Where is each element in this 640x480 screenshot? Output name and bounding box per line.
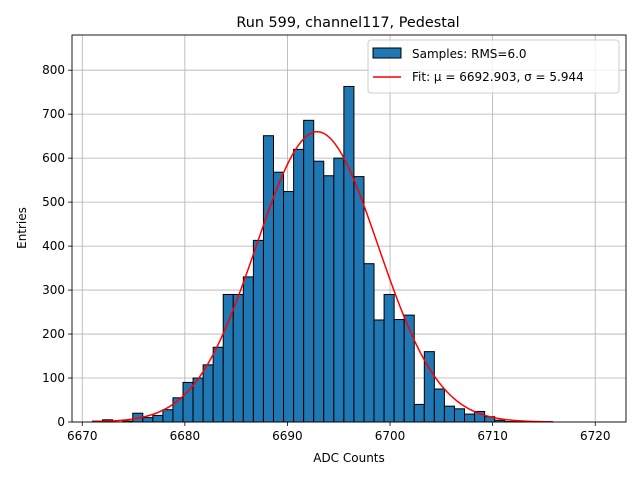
histogram-bars bbox=[92, 85, 546, 423]
histogram-bar bbox=[152, 414, 164, 423]
y-tick-label: 300 bbox=[42, 283, 65, 297]
histogram-bar bbox=[343, 85, 355, 423]
histogram-bar bbox=[403, 314, 415, 423]
histogram-bar bbox=[162, 409, 174, 423]
y-axis-ticks: 0 100 200 300 400 500 600 700 800 bbox=[42, 63, 72, 429]
histogram-bar bbox=[202, 364, 214, 423]
y-tick-label: 0 bbox=[57, 415, 65, 429]
histogram-bar bbox=[433, 388, 445, 423]
histogram-bar bbox=[283, 191, 295, 423]
histogram-bar bbox=[353, 176, 365, 423]
x-tick-label: 6710 bbox=[477, 429, 508, 443]
y-tick-label: 100 bbox=[42, 371, 65, 385]
histogram-bar bbox=[293, 148, 305, 423]
legend-samples-label: Samples: RMS=6.0 bbox=[412, 47, 527, 61]
histogram-bar bbox=[383, 293, 395, 423]
y-tick-label: 200 bbox=[42, 327, 65, 341]
legend: Samples: RMS=6.0 Fit: μ = 6692.903, σ = … bbox=[367, 39, 620, 94]
histogram-bar bbox=[464, 413, 476, 423]
histogram-bar bbox=[333, 157, 345, 423]
y-tick-label: 400 bbox=[42, 239, 65, 253]
chart-title: Run 599, channel117, Pedestal bbox=[236, 15, 459, 31]
legend-box bbox=[367, 39, 620, 94]
histogram-bar bbox=[453, 408, 466, 423]
y-tick-label: 700 bbox=[42, 107, 65, 121]
x-tick-label: 6690 bbox=[272, 429, 303, 443]
histogram-bar bbox=[323, 175, 335, 423]
histogram-bar bbox=[303, 119, 315, 423]
x-tick-label: 6680 bbox=[170, 429, 201, 443]
histogram-bar bbox=[212, 346, 224, 423]
legend-fit-label: Fit: μ = 6692.903, σ = 5.944 bbox=[412, 70, 584, 84]
histogram-bar bbox=[142, 417, 154, 423]
histogram-bar bbox=[252, 239, 264, 423]
fit-curve-layer bbox=[92, 130, 554, 423]
gaussian-fit-curve bbox=[92, 130, 554, 423]
x-tick-label: 6720 bbox=[580, 429, 611, 443]
y-tick-label: 600 bbox=[42, 151, 65, 165]
x-axis-label: ADC Counts bbox=[313, 451, 385, 465]
histogram-bar bbox=[262, 135, 274, 423]
histogram-bar bbox=[373, 319, 385, 423]
histogram-bar bbox=[363, 263, 375, 423]
histogram-bar bbox=[272, 171, 285, 423]
y-tick-label: 800 bbox=[42, 63, 65, 77]
histogram-bar bbox=[413, 403, 425, 423]
histogram-bar bbox=[242, 276, 254, 423]
x-tick-label: 6670 bbox=[67, 429, 98, 443]
histogram-bar bbox=[232, 293, 244, 423]
x-axis-ticks: 6670 6680 6690 6700 6710 6720 bbox=[67, 422, 611, 443]
y-axis-label: Entries bbox=[15, 207, 29, 249]
histogram-bar bbox=[443, 405, 455, 423]
histogram-bar bbox=[313, 160, 325, 423]
x-tick-label: 6700 bbox=[375, 429, 406, 443]
histogram-bar bbox=[393, 319, 405, 423]
y-tick-label: 500 bbox=[42, 195, 65, 209]
legend-samples-swatch bbox=[372, 47, 402, 59]
plot-frame bbox=[71, 34, 627, 423]
